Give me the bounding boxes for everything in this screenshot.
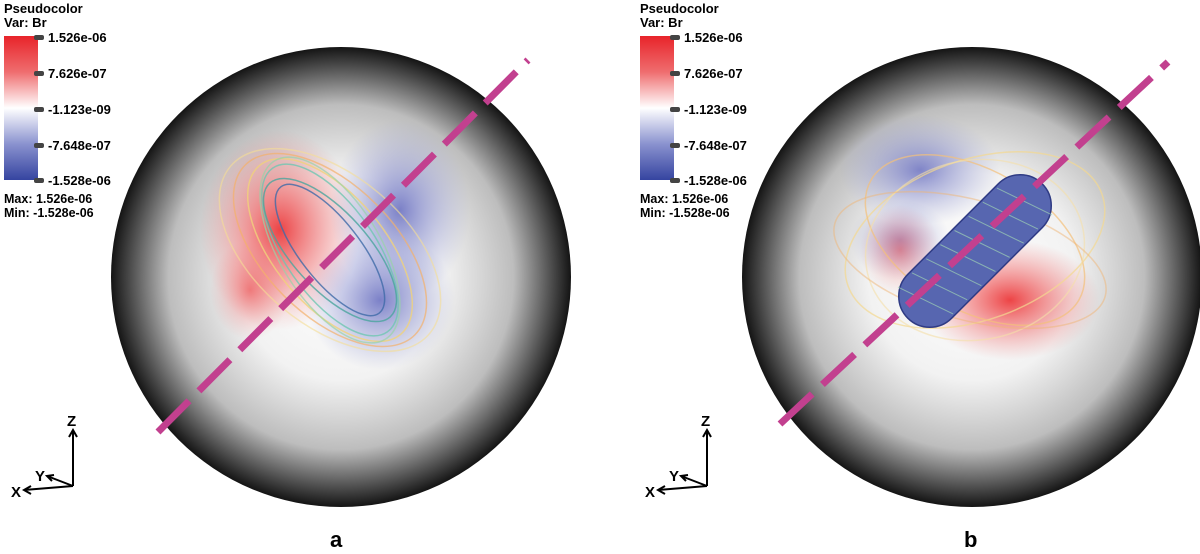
legend-minmax: Max: 1.526e-06 Min: -1.528e-06 (4, 192, 94, 220)
tick-3: -7.648e-07 (34, 138, 111, 153)
tick-1: 7.626e-07 (34, 66, 107, 81)
legend-variable-b: Var: Br (640, 15, 683, 30)
rotation-axis-a (155, 57, 531, 435)
tick-4: -1.528e-06 (34, 173, 111, 188)
legend-a: Pseudocolor Var: Br 1.526e-06 7.626e-07 … (4, 1, 144, 220)
axis-y-label-b: Y (669, 468, 679, 485)
axes-triad-a (21, 427, 78, 495)
panel-label-a: a (330, 527, 343, 552)
axis-x-label-b: X (645, 484, 655, 501)
legend-title-b: Pseudocolor (640, 1, 719, 16)
blue-region-b (840, 115, 1000, 225)
axis-z-label: Z (67, 413, 76, 430)
axes-triad-b (655, 427, 712, 495)
red-region-a2 (210, 240, 290, 340)
tick-b-2: -1.123e-09 (670, 102, 747, 117)
legend-minmax-b: Max: 1.526e-06 Min: -1.528e-06 (640, 192, 730, 220)
axis-z-label-b: Z (701, 413, 710, 430)
panel-a: Z Y X Pseudocolor Var: Br 1.526e-06 7.62… (4, 1, 571, 552)
legend-variable: Var: Br (4, 15, 47, 30)
panel-label-b: b (964, 527, 978, 552)
tick-2: -1.123e-09 (34, 102, 111, 117)
sphere-scene-a: Z Y X (11, 47, 571, 507)
tick-b-1: 7.626e-07 (670, 66, 743, 81)
legend-title: Pseudocolor (4, 1, 83, 16)
legend-max-b: Max: 1.526e-06 (640, 192, 729, 206)
legend-max: Max: 1.526e-06 (4, 192, 93, 206)
colorbar (4, 36, 38, 180)
axis-y-label: Y (35, 468, 45, 485)
tick-b-0: 1.526e-06 (670, 30, 743, 45)
tick-b-4: -1.528e-06 (670, 173, 747, 188)
field-lines-a (218, 147, 442, 353)
legend-min: Min: -1.528e-06 (4, 206, 94, 220)
legend-b: Pseudocolor Var: Br 1.526e-06 7.626e-07 … (640, 1, 780, 220)
axis-x-label: X (11, 484, 21, 501)
flux-rope-texture-b (897, 187, 1053, 315)
rotation-axis-b (777, 59, 1171, 427)
legend-min-b: Min: -1.528e-06 (640, 206, 730, 220)
colorbar-b (640, 36, 674, 180)
tick-b-3: -7.648e-07 (670, 138, 747, 153)
tick-0: 1.526e-06 (34, 30, 107, 45)
